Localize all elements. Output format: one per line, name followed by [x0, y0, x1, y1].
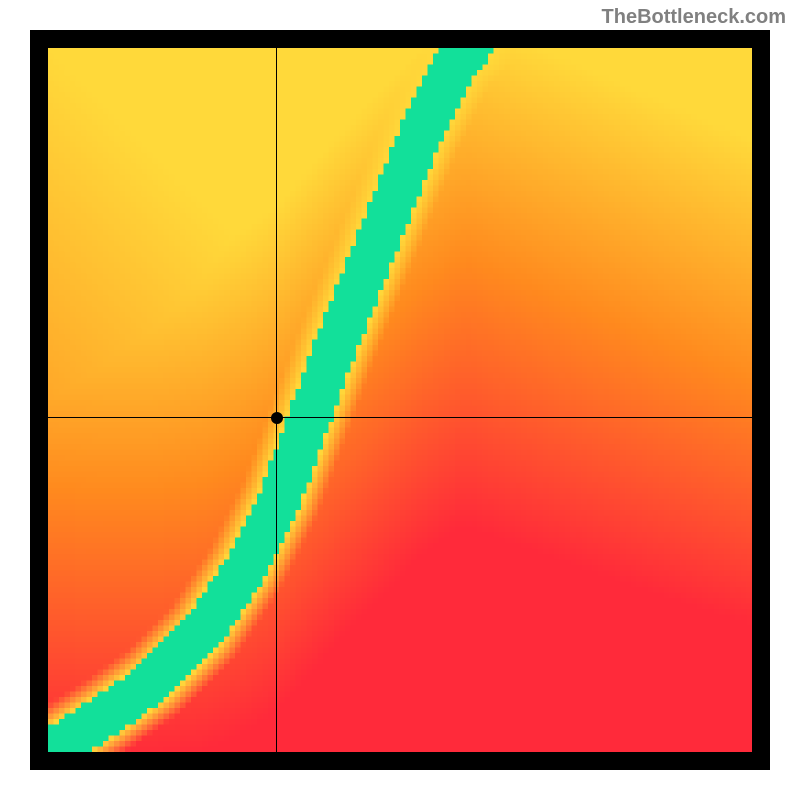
data-point-marker [271, 412, 283, 424]
heatmap-canvas [48, 48, 752, 752]
crosshair-vertical [276, 48, 277, 752]
crosshair-horizontal [48, 417, 752, 418]
watermark-text: TheBottleneck.com [602, 6, 786, 29]
heatmap-plot-area [48, 48, 752, 752]
